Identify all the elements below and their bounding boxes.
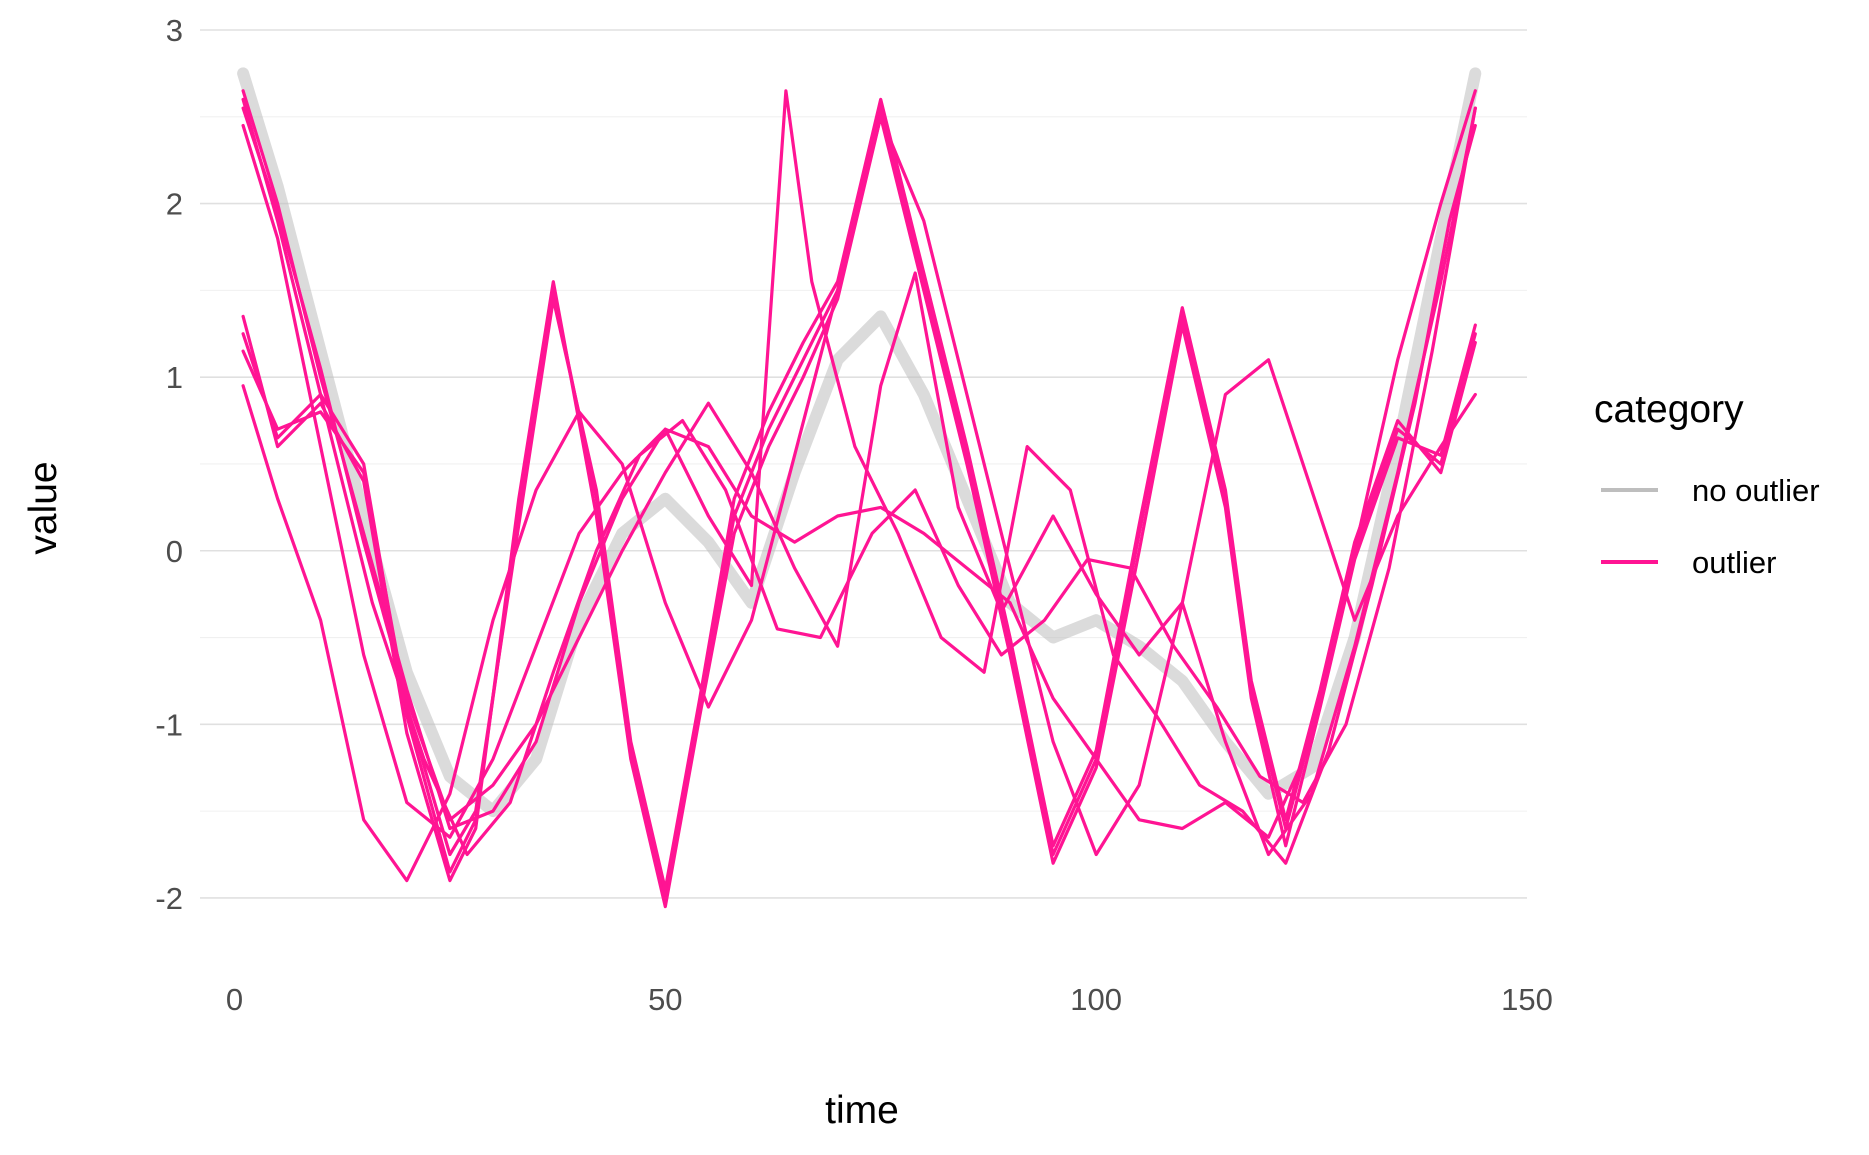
x-axis-ticks: 0 50 100 150 [226, 982, 1553, 1017]
y-axis-ticks: -2 -1 0 1 2 3 [155, 13, 183, 916]
x-tick-label: 150 [1501, 982, 1553, 1017]
y-tick-label: 1 [166, 360, 183, 395]
legend: category no outlier outlier [1594, 388, 1820, 580]
x-tick-label: 50 [648, 982, 682, 1017]
outlier-series-line [241, 97, 1477, 891]
legend-title: category [1594, 388, 1744, 431]
x-tick-label: 100 [1070, 982, 1122, 1017]
legend-label-no-outlier: no outlier [1692, 473, 1820, 508]
outlier-series-line [241, 106, 1477, 857]
grid-lines [200, 29, 1527, 899]
outlier-series-line [241, 97, 1477, 857]
y-tick-label: 3 [166, 13, 183, 48]
outlier-series-line [241, 115, 1477, 909]
y-tick-label: 0 [166, 534, 183, 569]
outlier-series-group [241, 89, 1477, 909]
outlier-series-line [241, 115, 1477, 883]
x-axis-title: time [825, 1089, 899, 1132]
outlier-series-line [241, 89, 1477, 865]
y-tick-label: 2 [166, 187, 183, 222]
x-tick-label: 0 [226, 982, 243, 1017]
y-tick-label: -2 [155, 881, 183, 916]
legend-label-outlier: outlier [1692, 545, 1776, 580]
y-axis-title: value [22, 461, 65, 554]
y-tick-label: -1 [155, 707, 183, 742]
